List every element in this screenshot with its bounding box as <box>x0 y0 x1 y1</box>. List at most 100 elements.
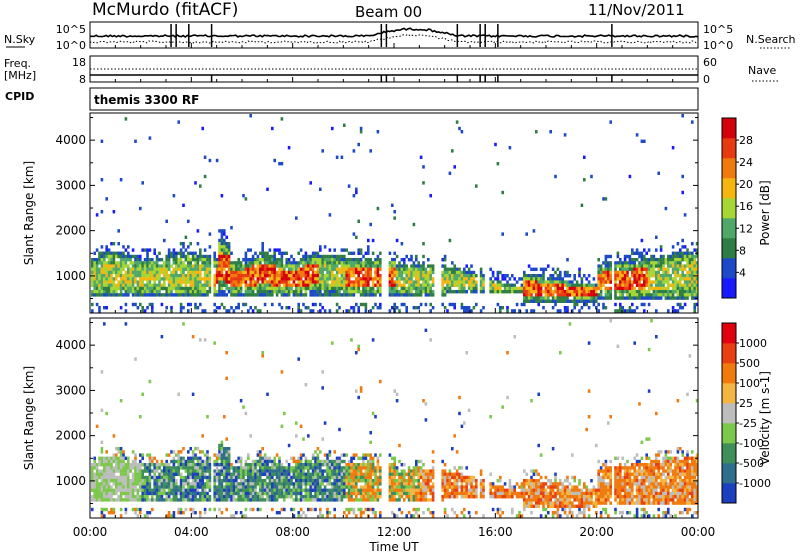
heatmap-cell <box>105 261 108 265</box>
heatmap-cell <box>575 283 579 287</box>
heatmap-cell <box>335 286 339 291</box>
heatmap-cell <box>268 466 272 470</box>
heatmap-cell <box>338 463 341 467</box>
heatmap-cell <box>244 254 248 259</box>
heatmap-cell <box>470 290 473 294</box>
heatmap-cell <box>213 251 216 255</box>
heatmap-cell <box>395 264 399 268</box>
heatmap-cell <box>369 507 372 512</box>
heatmap-cell <box>441 264 444 268</box>
heatmap-cell <box>225 479 228 483</box>
heatmap-cell <box>638 261 641 265</box>
heatmap-cell <box>124 302 128 307</box>
heatmap-cell <box>321 475 324 480</box>
heatmap-cell <box>271 290 274 294</box>
heatmap-cell <box>335 254 339 259</box>
heatmap-cell <box>638 277 641 281</box>
heatmap-cell <box>191 485 195 489</box>
heatmap-cell <box>175 485 178 489</box>
heatmap-cell <box>362 283 365 287</box>
heatmap-cell <box>235 469 238 473</box>
heatmap-cell <box>206 463 209 467</box>
heatmap-cell <box>410 258 413 262</box>
heatmap-cell <box>215 290 219 294</box>
heatmap-cell <box>239 264 243 268</box>
heatmap-cell <box>122 293 125 297</box>
heatmap-cell <box>196 459 200 464</box>
heatmap-cell <box>539 299 543 303</box>
heatmap-cell <box>619 293 622 297</box>
heatmap-cell <box>151 456 154 460</box>
heatmap-cell <box>299 507 303 512</box>
heatmap-cell <box>335 456 339 460</box>
heatmap-cell <box>350 459 353 464</box>
heatmap-cell <box>237 283 240 287</box>
colorbar-segment <box>722 218 736 239</box>
heatmap-cell <box>249 466 252 470</box>
heatmap-cell <box>427 280 430 284</box>
heatmap-cell <box>165 286 168 291</box>
heatmap-cell <box>326 472 329 476</box>
heatmap-cell <box>364 482 368 486</box>
heatmap-cell <box>621 267 624 271</box>
heatmap-cell <box>364 469 368 473</box>
heatmap-cell <box>527 290 531 294</box>
heatmap-cell <box>187 488 190 492</box>
heatmap-cell <box>691 267 694 271</box>
heatmap-cell <box>271 475 274 480</box>
heatmap-cell <box>326 270 329 275</box>
heatmap-cell <box>223 472 226 476</box>
heatmap-cell <box>379 264 382 268</box>
heatmap-cell <box>311 302 315 307</box>
heatmap-cell <box>170 485 173 489</box>
heatmap-cell <box>371 463 375 467</box>
heatmap-cell <box>158 482 161 486</box>
heatmap-cell <box>244 463 248 467</box>
heatmap-cell <box>191 479 195 483</box>
heatmap-cell <box>599 293 603 297</box>
heatmap-cell <box>184 495 188 499</box>
heatmap-cell <box>242 482 245 486</box>
heatmap-cell <box>686 251 689 255</box>
heatmap-cell <box>163 286 166 291</box>
heatmap-cell <box>338 261 341 265</box>
heatmap-cell <box>266 488 269 492</box>
heatmap-cell <box>393 293 396 297</box>
heatmap-cell <box>103 283 106 287</box>
heatmap-cell <box>158 267 161 271</box>
heatmap-cell <box>268 472 272 476</box>
heatmap-cell <box>179 491 183 496</box>
heatmap-cell <box>355 479 358 483</box>
heatmap-cell <box>566 290 569 294</box>
heatmap-cell <box>619 277 622 281</box>
heatmap-cell <box>259 267 262 271</box>
heatmap-cell <box>110 475 113 480</box>
heatmap-cell <box>218 238 221 243</box>
heatmap-cell <box>597 267 600 271</box>
heatmap-cell <box>691 296 694 300</box>
heatmap-cell <box>506 309 509 313</box>
heatmap-cell <box>304 459 308 464</box>
heatmap-cell <box>177 283 180 287</box>
heatmap-cell <box>98 280 101 284</box>
heatmap-cell <box>671 286 675 291</box>
heatmap-cell <box>201 309 204 313</box>
heatmap-cell <box>400 485 404 489</box>
heatmap-cell <box>542 274 545 278</box>
heatmap-cell <box>343 267 346 271</box>
heatmap-cell <box>122 463 125 467</box>
heatmap-cell <box>422 254 425 259</box>
heatmap-cell <box>146 475 149 480</box>
heatmap-cell <box>259 286 262 291</box>
heatmap-cell <box>316 459 320 464</box>
heatmap-cell <box>424 277 428 281</box>
heatmap-cell <box>580 293 584 297</box>
heatmap-cell <box>261 472 264 476</box>
heatmap-cell <box>100 178 104 182</box>
heatmap-cell <box>256 283 260 287</box>
heatmap-cell <box>304 475 308 480</box>
heatmap-cell <box>374 475 377 480</box>
heatmap-cell <box>201 495 204 499</box>
heatmap-cell <box>511 283 514 287</box>
heatmap-cell <box>93 290 96 294</box>
